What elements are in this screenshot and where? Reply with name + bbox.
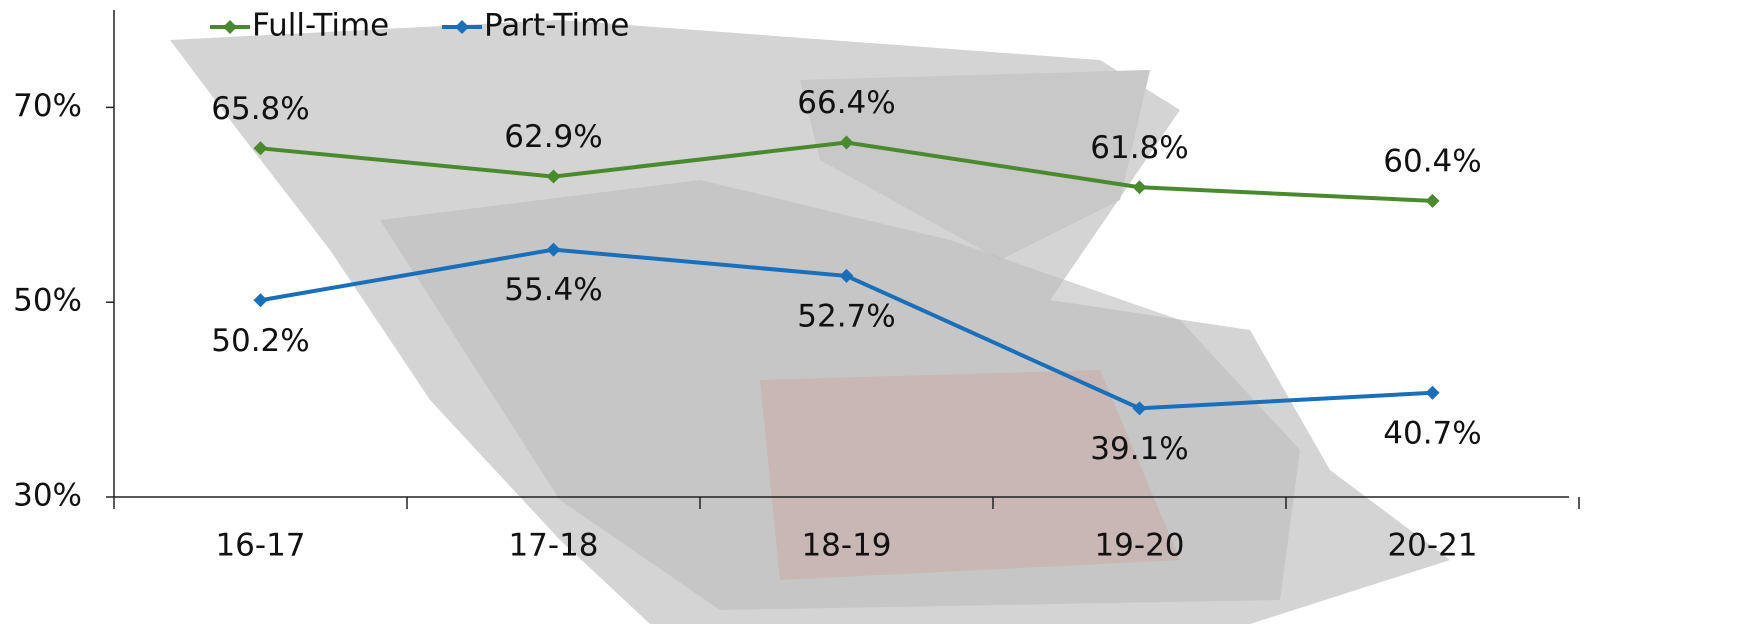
point-marker bbox=[839, 268, 854, 283]
point-marker bbox=[1425, 385, 1440, 400]
data-label: 60.4% bbox=[1383, 143, 1481, 179]
x-tick-label: 19-20 bbox=[1094, 528, 1184, 564]
data-label: 65.8% bbox=[211, 91, 309, 127]
data-label: 61.8% bbox=[1090, 130, 1188, 166]
data-label: 40.7% bbox=[1383, 415, 1481, 451]
x-tick-label: 16-17 bbox=[215, 528, 305, 564]
x-tick-label: 20-21 bbox=[1387, 528, 1477, 564]
point-marker bbox=[546, 242, 561, 257]
legend-label: Part-Time bbox=[484, 8, 629, 44]
data-label: 55.4% bbox=[504, 272, 602, 308]
legend-marker bbox=[223, 20, 237, 34]
x-tick-label: 18-19 bbox=[801, 528, 891, 564]
legend-label: Full-Time bbox=[252, 8, 389, 44]
point-marker bbox=[253, 293, 268, 308]
data-label: 66.4% bbox=[797, 85, 895, 121]
point-marker bbox=[1132, 180, 1147, 195]
legend-marker bbox=[455, 20, 469, 34]
point-marker bbox=[546, 169, 561, 184]
x-tick-label: 17-18 bbox=[508, 528, 598, 564]
data-label: 52.7% bbox=[797, 298, 895, 334]
data-label: 50.2% bbox=[211, 323, 309, 359]
point-marker bbox=[253, 141, 268, 156]
data-label: 62.9% bbox=[504, 119, 602, 155]
point-marker bbox=[839, 135, 854, 150]
y-tick-label: 70% bbox=[13, 88, 82, 124]
y-tick-label: 50% bbox=[13, 283, 82, 319]
point-marker bbox=[1132, 401, 1147, 416]
point-marker bbox=[1425, 193, 1440, 208]
y-tick-label: 30% bbox=[13, 478, 82, 514]
data-label: 39.1% bbox=[1090, 431, 1188, 467]
